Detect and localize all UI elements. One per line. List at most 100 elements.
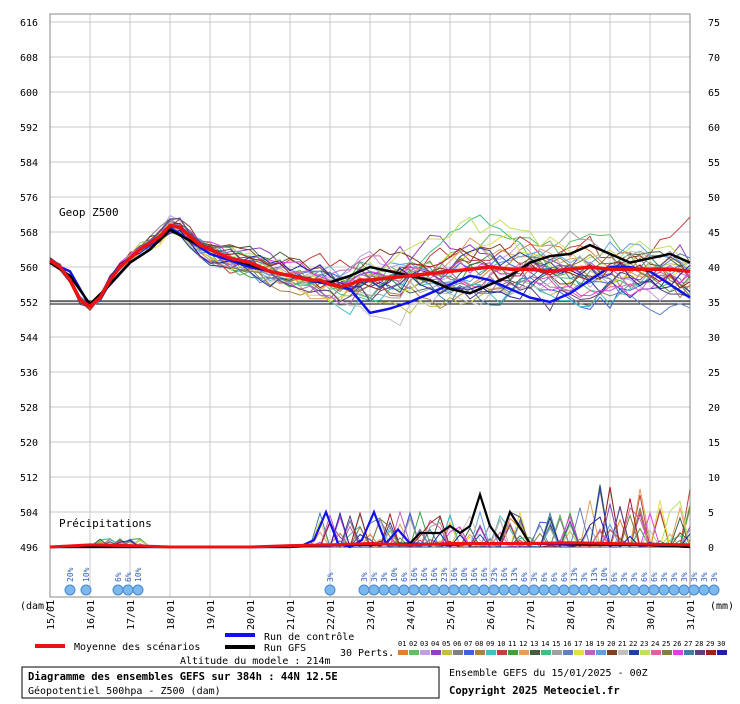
member-swatch bbox=[662, 650, 672, 655]
y-right-tick-label: 10 bbox=[708, 473, 720, 484]
plot-frame bbox=[49, 13, 691, 598]
member-swatch bbox=[453, 650, 463, 655]
legend: Moyenne des scénarios Run de contrôle Ru… bbox=[35, 631, 727, 659]
member-number: 28 bbox=[695, 640, 703, 648]
x-tick-label: 24/01 bbox=[406, 600, 417, 630]
y-right-tick-label: 35 bbox=[708, 298, 720, 309]
member-legend: 01 02 03 04 05 06 07 08 09 10 11 12 13 14 15 16 17 18 19 20… bbox=[398, 640, 727, 655]
series-label-precip: Précipitations bbox=[59, 517, 152, 530]
y-right-tick-label: 75 bbox=[708, 18, 720, 29]
snow-prob-label: 3% bbox=[620, 572, 629, 582]
snow-prob-label: 16% bbox=[470, 567, 479, 582]
snow-prob-label: 3% bbox=[380, 572, 389, 582]
member-swatch bbox=[497, 650, 507, 655]
y-left-tick-label: 520 bbox=[20, 438, 38, 449]
y-left-tick-label: 512 bbox=[20, 473, 38, 484]
snow-prob-label: 13% bbox=[590, 567, 599, 582]
member-number: 01 bbox=[398, 640, 406, 648]
y-left-tick-label: 560 bbox=[20, 263, 38, 274]
snow-prob-label: 16% bbox=[480, 567, 489, 582]
snow-flake-icon bbox=[112, 584, 124, 596]
snow-flake-icon bbox=[80, 584, 92, 596]
member-swatch bbox=[695, 650, 705, 655]
snow-prob-label: 3% bbox=[370, 572, 379, 582]
x-tick-label: 18/01 bbox=[166, 600, 177, 630]
snow-flake-icon bbox=[398, 584, 410, 596]
member-swatch bbox=[552, 650, 562, 655]
y-right-tick-label: 0 bbox=[708, 543, 714, 554]
snow-flake-icon bbox=[448, 584, 460, 596]
snow-prob-label: 3% bbox=[710, 572, 719, 582]
member-swatch bbox=[673, 650, 683, 655]
snow-flake-icon bbox=[428, 584, 440, 596]
legend-perts-label: 30 Perts. bbox=[340, 648, 394, 659]
y-left-tick-label: 552 bbox=[20, 298, 38, 309]
snow-prob-label: 3% bbox=[360, 572, 369, 582]
x-tick-label: 15/01 bbox=[46, 600, 57, 630]
ensemble-member-line bbox=[49, 218, 691, 312]
snow-flake-icon bbox=[324, 584, 336, 596]
snow-prob-label: 6% bbox=[114, 572, 123, 582]
snow-prob-label: 10% bbox=[600, 567, 609, 582]
snow-flake-icon bbox=[488, 584, 500, 596]
member-swatch bbox=[585, 650, 595, 655]
x-tick-label: 20/01 bbox=[246, 600, 257, 630]
member-number: 04 bbox=[431, 640, 439, 648]
snow-flake-icon bbox=[458, 584, 470, 596]
snow-prob-label: 3% bbox=[660, 572, 669, 582]
member-swatch bbox=[717, 650, 727, 655]
x-tick-label: 26/01 bbox=[486, 600, 497, 630]
member-swatch bbox=[706, 650, 716, 655]
snow-prob-label: 13% bbox=[510, 567, 519, 582]
snow-prob-label: 6% bbox=[550, 572, 559, 582]
snow-row: 20% 10% 6% 6% 10% 3% 3% 3% 3% 10% 6% 16% 16% 16% 23% 16… bbox=[64, 567, 720, 596]
snow-flake-icon bbox=[558, 584, 570, 596]
snow-flake-icon bbox=[358, 584, 370, 596]
x-tick-label: 27/01 bbox=[526, 600, 537, 630]
snow-flake-icon bbox=[648, 584, 660, 596]
snow-flake-icon bbox=[618, 584, 630, 596]
member-swatch bbox=[508, 650, 518, 655]
chart-subtitle: Géopotentiel 500hpa - Z500 (dam) bbox=[28, 685, 221, 697]
altitude-label: Altitude du modele : 214m bbox=[180, 656, 331, 667]
member-swatch bbox=[486, 650, 496, 655]
snow-flake-icon bbox=[368, 584, 380, 596]
snow-flake-icon bbox=[408, 584, 420, 596]
member-number: 24 bbox=[651, 640, 659, 648]
legend-gfs-label: Run GFS bbox=[264, 643, 306, 654]
member-number: 20 bbox=[607, 640, 615, 648]
snow-flake-icon bbox=[608, 584, 620, 596]
y-left-tick-label: 608 bbox=[20, 53, 38, 64]
title-box bbox=[21, 666, 440, 699]
member-number: 22 bbox=[629, 640, 637, 648]
member-swatch bbox=[607, 650, 617, 655]
y-right-tick-label: 55 bbox=[708, 158, 720, 169]
snow-prob-label: 16% bbox=[410, 567, 419, 582]
snow-flake-icon bbox=[688, 584, 700, 596]
snow-flake-icon bbox=[678, 584, 690, 596]
member-number: 13 bbox=[530, 640, 538, 648]
x-tick-label: 16/01 bbox=[86, 600, 97, 630]
member-swatch bbox=[409, 650, 419, 655]
member-swatch bbox=[563, 650, 573, 655]
member-number: 08 bbox=[475, 640, 483, 648]
snow-flake-icon bbox=[438, 584, 450, 596]
member-swatch bbox=[541, 650, 551, 655]
snow-prob-label: 3% bbox=[670, 572, 679, 582]
legend-swatch-mean bbox=[35, 644, 65, 648]
y-left-tick-label: 496 bbox=[20, 543, 38, 554]
snow-flake-icon bbox=[64, 584, 76, 596]
snow-flake-icon bbox=[568, 584, 580, 596]
legend-swatch-control bbox=[225, 633, 255, 637]
snow-flake-icon bbox=[478, 584, 490, 596]
ensemble-member-line bbox=[49, 225, 691, 305]
precip-series-line-2 bbox=[49, 541, 691, 549]
snow-flake-icon bbox=[378, 584, 390, 596]
member-swatch bbox=[640, 650, 650, 655]
snow-prob-label: 16% bbox=[430, 567, 439, 582]
snow-prob-label: 3% bbox=[680, 572, 689, 582]
member-number: 06 bbox=[453, 640, 461, 648]
snow-flake-icon bbox=[538, 584, 550, 596]
snow-prob-label: 6% bbox=[640, 572, 649, 582]
